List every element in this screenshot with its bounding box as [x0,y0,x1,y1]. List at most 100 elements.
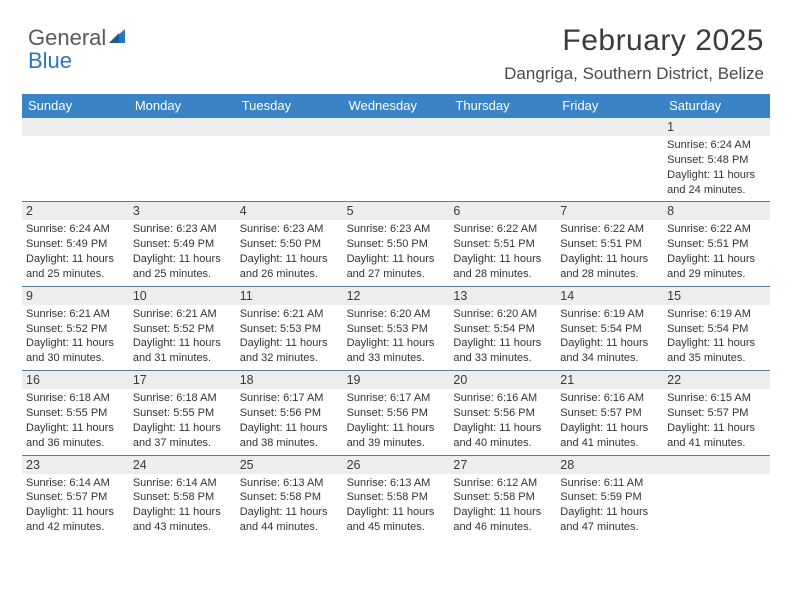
day-number [663,456,770,474]
day-number: 25 [236,456,343,474]
calendar-cell: 19Sunrise: 6:17 AMSunset: 5:56 PMDayligh… [343,371,450,454]
calendar-cell [343,118,450,201]
sun-info: Sunrise: 6:21 AMSunset: 5:53 PMDaylight:… [240,307,339,366]
sun-info: Sunrise: 6:12 AMSunset: 5:58 PMDaylight:… [453,476,552,535]
calendar-cell: 8 Sunrise: 6:22 AMSunset: 5:51 PMDaylight… [663,202,770,285]
sun-info: Sunrise: 6:14 AMSunset: 5:57 PMDaylight:… [26,476,125,535]
calendar-week: 16Sunrise: 6:18 AMSunset: 5:55 PMDayligh… [22,371,770,455]
day-number: 20 [449,371,556,389]
calendar-cell: 11 Sunrise: 6:21 AMSunset: 5:53 PMDayligh… [236,287,343,370]
sun-info: Sunrise: 6:17 AMSunset: 5:56 PMDaylight:… [240,391,339,450]
calendar-week: 2Sunrise: 6:24 AMSunset: 5:49 PMDaylight… [22,202,770,286]
day-header-cell: Tuesday [236,94,343,118]
day-number: 7 [556,202,663,220]
day-header-cell: Friday [556,94,663,118]
calendar-cell: 2Sunrise: 6:24 AMSunset: 5:49 PMDaylight… [22,202,129,285]
sun-info: Sunrise: 6:19 AMSunset: 5:54 PMDaylight:… [560,307,659,366]
sun-info: Sunrise: 6:14 AMSunset: 5:58 PMDaylight:… [133,476,232,535]
day-header-row: SundayMondayTuesdayWednesdayThursdayFrid… [22,94,770,118]
calendar-cell: 21 Sunrise: 6:16 AMSunset: 5:57 PMDayligh… [556,371,663,454]
sun-info: Sunrise: 6:11 AMSunset: 5:59 PMDaylight:… [560,476,659,535]
sun-info: Sunrise: 6:23 AMSunset: 5:50 PMDaylight:… [347,222,446,281]
sun-info: Sunrise: 6:22 AMSunset: 5:51 PMDaylight:… [453,222,552,281]
day-number: 9 [22,287,129,305]
day-number: 22 [663,371,770,389]
calendar-body: 1 Sunrise: 6:24 AMSunset: 5:48 PMDaylight… [22,118,770,539]
calendar-cell: 25 Sunrise: 6:13 AMSunset: 5:58 PMDayligh… [236,456,343,539]
sun-info: Sunrise: 6:23 AMSunset: 5:49 PMDaylight:… [133,222,232,281]
sun-info: Sunrise: 6:22 AMSunset: 5:51 PMDaylight:… [667,222,766,281]
day-number [236,118,343,136]
calendar-cell [449,118,556,201]
sun-info: Sunrise: 6:18 AMSunset: 5:55 PMDaylight:… [26,391,125,450]
day-header-cell: Monday [129,94,236,118]
calendar-week: 1 Sunrise: 6:24 AMSunset: 5:48 PMDaylight… [22,118,770,202]
logo-word-1: General [28,25,106,50]
day-number: 16 [22,371,129,389]
calendar-cell: 6Sunrise: 6:22 AMSunset: 5:51 PMDaylight… [449,202,556,285]
day-number: 10 [129,287,236,305]
calendar-cell: 16 Sunrise: 6:18 AMSunset: 5:55 PMDayligh… [22,371,129,454]
month-title: February 2025 [504,24,764,58]
calendar-cell [663,456,770,539]
calendar-cell: 14 Sunrise: 6:19 AMSunset: 5:54 PMDayligh… [556,287,663,370]
day-number: 14 [556,287,663,305]
title-block: February 2025 Dangriga, Southern Distric… [504,24,764,84]
calendar-cell [556,118,663,201]
calendar-cell: 20 Sunrise: 6:16 AMSunset: 5:56 PMDayligh… [449,371,556,454]
sun-info: Sunrise: 6:13 AMSunset: 5:58 PMDaylight:… [347,476,446,535]
sun-info: Sunrise: 6:13 AMSunset: 5:58 PMDaylight:… [240,476,339,535]
day-number: 8 [663,202,770,220]
day-number: 18 [236,371,343,389]
sun-info: Sunrise: 6:21 AMSunset: 5:52 PMDaylight:… [26,307,125,366]
day-number: 21 [556,371,663,389]
calendar-cell: 9 Sunrise: 6:21 AMSunset: 5:52 PMDaylight… [22,287,129,370]
sun-info: Sunrise: 6:15 AMSunset: 5:57 PMDaylight:… [667,391,766,450]
calendar-cell: 15 Sunrise: 6:19 AMSunset: 5:54 PMDayligh… [663,287,770,370]
sun-info: Sunrise: 6:19 AMSunset: 5:54 PMDaylight:… [667,307,766,366]
day-number [449,118,556,136]
calendar-cell: 23 Sunrise: 6:14 AMSunset: 5:57 PMDayligh… [22,456,129,539]
sun-info: Sunrise: 6:23 AMSunset: 5:50 PMDaylight:… [240,222,339,281]
day-header-cell: Wednesday [343,94,450,118]
sun-info: Sunrise: 6:24 AMSunset: 5:48 PMDaylight:… [667,138,766,197]
logo-sail-icon [109,26,129,49]
sun-info: Sunrise: 6:18 AMSunset: 5:55 PMDaylight:… [133,391,232,450]
day-number: 1 [663,118,770,136]
day-header-cell: Thursday [449,94,556,118]
calendar-cell [236,118,343,201]
sun-info: Sunrise: 6:16 AMSunset: 5:56 PMDaylight:… [453,391,552,450]
calendar-cell: 12 Sunrise: 6:20 AMSunset: 5:53 PMDayligh… [343,287,450,370]
calendar-cell [22,118,129,201]
day-number [343,118,450,136]
calendar: SundayMondayTuesdayWednesdayThursdayFrid… [22,94,770,539]
calendar-week: 23 Sunrise: 6:14 AMSunset: 5:57 PMDayligh… [22,456,770,539]
calendar-cell: 17 Sunrise: 6:18 AMSunset: 5:55 PMDayligh… [129,371,236,454]
sun-info: Sunrise: 6:21 AMSunset: 5:52 PMDaylight:… [133,307,232,366]
header: General Blue February 2025 Dangriga, Sou… [22,18,770,90]
day-number: 17 [129,371,236,389]
day-number: 15 [663,287,770,305]
day-number: 3 [129,202,236,220]
calendar-cell: 22 Sunrise: 6:15 AMSunset: 5:57 PMDayligh… [663,371,770,454]
calendar-cell: 28Sunrise: 6:11 AMSunset: 5:59 PMDayligh… [556,456,663,539]
calendar-cell: 5 Sunrise: 6:23 AMSunset: 5:50 PMDaylight… [343,202,450,285]
day-number: 5 [343,202,450,220]
day-number: 13 [449,287,556,305]
day-number: 12 [343,287,450,305]
calendar-cell: 26Sunrise: 6:13 AMSunset: 5:58 PMDayligh… [343,456,450,539]
sun-info: Sunrise: 6:17 AMSunset: 5:56 PMDaylight:… [347,391,446,450]
sun-info: Sunrise: 6:16 AMSunset: 5:57 PMDaylight:… [560,391,659,450]
day-number: 4 [236,202,343,220]
calendar-cell: 10 Sunrise: 6:21 AMSunset: 5:52 PMDayligh… [129,287,236,370]
sun-info: Sunrise: 6:20 AMSunset: 5:54 PMDaylight:… [453,307,552,366]
day-number: 24 [129,456,236,474]
day-number [22,118,129,136]
sun-info: Sunrise: 6:20 AMSunset: 5:53 PMDaylight:… [347,307,446,366]
calendar-week: 9Sunrise: 6:21 AMSunset: 5:52 PMDaylight… [22,287,770,371]
day-number [129,118,236,136]
calendar-cell: 7Sunrise: 6:22 AMSunset: 5:51 PMDaylight… [556,202,663,285]
day-number: 23 [22,456,129,474]
calendar-cell: 13 Sunrise: 6:20 AMSunset: 5:54 PMDayligh… [449,287,556,370]
day-number: 11 [236,287,343,305]
